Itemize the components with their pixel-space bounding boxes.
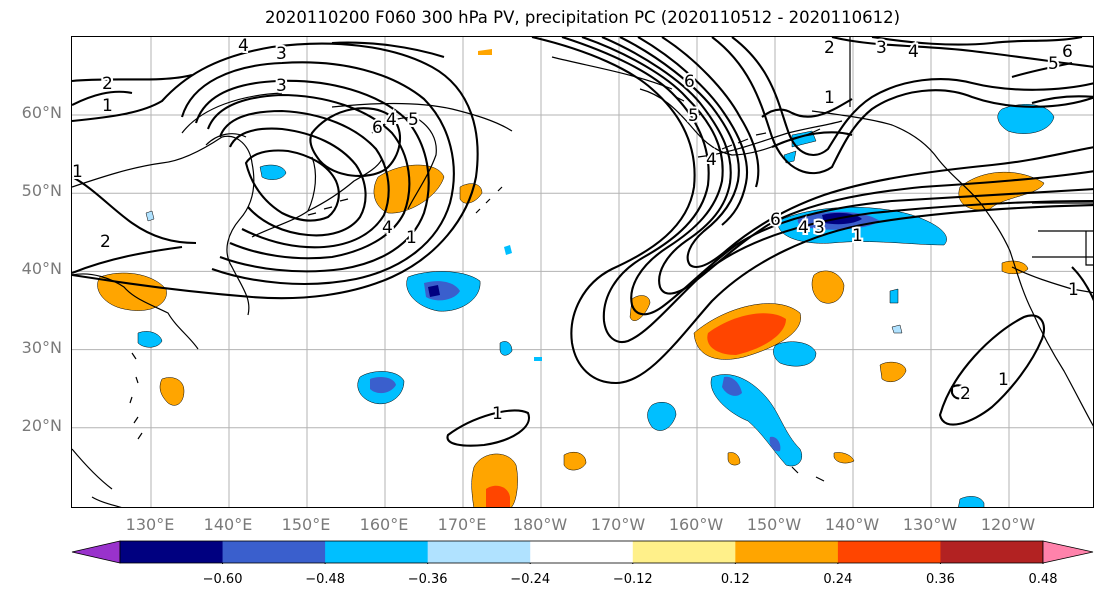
contour-label: 4 — [382, 218, 393, 238]
precip-positive-area — [486, 485, 510, 507]
colorbar-segment — [530, 541, 634, 563]
precip-negative-area — [647, 402, 677, 431]
contour-label: 1 — [492, 404, 503, 424]
precip-negative-area — [370, 377, 396, 394]
longitude-label: 130°W — [902, 515, 958, 534]
contour-label: 6 — [684, 72, 695, 92]
contour-label: 1 — [998, 370, 1009, 390]
latitude-label: 20°N — [21, 415, 62, 435]
precip-positive-area — [833, 452, 855, 464]
precip-positive-area — [478, 49, 492, 55]
precip-negative-area — [137, 331, 163, 348]
precip-negative-area — [428, 285, 440, 297]
longitude-label: 160°E — [359, 515, 409, 534]
colorbar-segment — [120, 541, 224, 563]
map-title: 2020110200 F060 300 hPa PV, precipitatio… — [264, 8, 901, 27]
precip-negative-area — [145, 210, 155, 222]
colorbar-segment — [735, 541, 839, 563]
contour-label: 1 — [72, 162, 83, 182]
contour-label: 6 — [1062, 42, 1073, 62]
colorbar-segment — [427, 541, 531, 563]
colorbar-tick-label: 0.48 — [1028, 572, 1058, 587]
precip-negative-area — [504, 245, 512, 255]
contour-label: 1 — [1068, 280, 1079, 300]
contour-label: 4 — [798, 218, 809, 238]
precip-negative-area — [891, 324, 903, 334]
contour-label: 1 — [102, 96, 113, 116]
contour-label: 4 — [386, 110, 397, 130]
precip-positive-area — [563, 452, 587, 471]
colorbar-segment — [325, 541, 429, 563]
colorbar-segment — [632, 541, 736, 563]
colorbar-tick-label: 0.36 — [925, 572, 955, 587]
precip-negative-area — [534, 357, 542, 361]
precip-negative-area — [773, 341, 817, 367]
contour-label: 3 — [876, 38, 887, 58]
contour-label: 2 — [102, 74, 113, 94]
colorbar-tick-label: −0.48 — [305, 572, 346, 587]
colorbar-segment — [222, 541, 326, 563]
contour-label: 3 — [276, 44, 287, 64]
precip-negative-area — [769, 436, 781, 452]
colorbar-tick-label: −0.12 — [612, 572, 653, 587]
contour-label: 4 — [908, 42, 919, 62]
contour-label: 2 — [100, 232, 111, 252]
colorbar-segment — [940, 541, 1044, 563]
colorbar — [71, 540, 1094, 564]
precip-positive-area — [879, 361, 907, 382]
contour-label: 6 — [770, 210, 781, 230]
colorbar-tick-label: 0.24 — [823, 572, 853, 587]
contour-label: 1 — [824, 88, 835, 108]
colorbar-tick-label: −0.36 — [407, 572, 448, 587]
latitude-label: 60°N — [21, 103, 62, 122]
precip-positive-area — [629, 295, 651, 321]
longitude-label: 160°W — [668, 515, 724, 534]
contour-label: 3 — [814, 218, 825, 238]
contour-label: 2 — [824, 38, 835, 58]
colorbar-extend-min — [71, 540, 121, 564]
precip-negative-area — [499, 341, 513, 356]
precip-positive-area — [159, 377, 185, 406]
longitude-label: 120°W — [980, 515, 1036, 534]
colorbar-tick-label: −0.60 — [202, 572, 243, 587]
precip-negative-area — [722, 376, 742, 396]
longitude-label: 140°E — [203, 515, 253, 534]
contour-label: 3 — [276, 76, 287, 96]
longitude-label: 150°E — [281, 515, 331, 534]
precip-positive-area — [727, 452, 741, 466]
contour-label: 4 — [238, 37, 249, 56]
latitude-label: 40°N — [21, 259, 62, 279]
latitude-label: 50°N — [21, 181, 62, 201]
contour-label: 1 — [406, 228, 417, 248]
contour-label: 5 — [1048, 54, 1059, 74]
longitude-label: 180°W — [512, 515, 568, 534]
precip-positive-area — [707, 313, 786, 355]
longitude-label: 130°E — [125, 515, 175, 534]
colorbar-tick-label: −0.24 — [510, 572, 551, 587]
contour-label: 4 — [706, 150, 717, 170]
longitude-label: 140°W — [824, 515, 880, 534]
contour-label: 1 — [852, 226, 863, 246]
contour-label: 2 — [960, 384, 971, 404]
colorbar-segment — [837, 541, 941, 563]
pv-contours — [72, 37, 1093, 447]
contour-label: 5 — [688, 106, 699, 126]
precip-negative-area — [889, 288, 899, 304]
longitude-label: 170°E — [437, 515, 487, 534]
latitude-label: 30°N — [21, 337, 62, 357]
contour-label: 6 — [372, 118, 383, 138]
longitude-label: 170°W — [590, 515, 646, 534]
precip-negative-area — [997, 104, 1055, 134]
colorbar-extend-max — [1042, 540, 1094, 564]
colorbar-tick-label: 0.12 — [720, 572, 750, 587]
precip-negative-area — [958, 496, 985, 507]
contour-label: 5 — [408, 110, 419, 130]
precip-negative-area — [259, 164, 287, 180]
longitude-label: 150°W — [746, 515, 802, 534]
precip-positive-area — [811, 270, 845, 304]
